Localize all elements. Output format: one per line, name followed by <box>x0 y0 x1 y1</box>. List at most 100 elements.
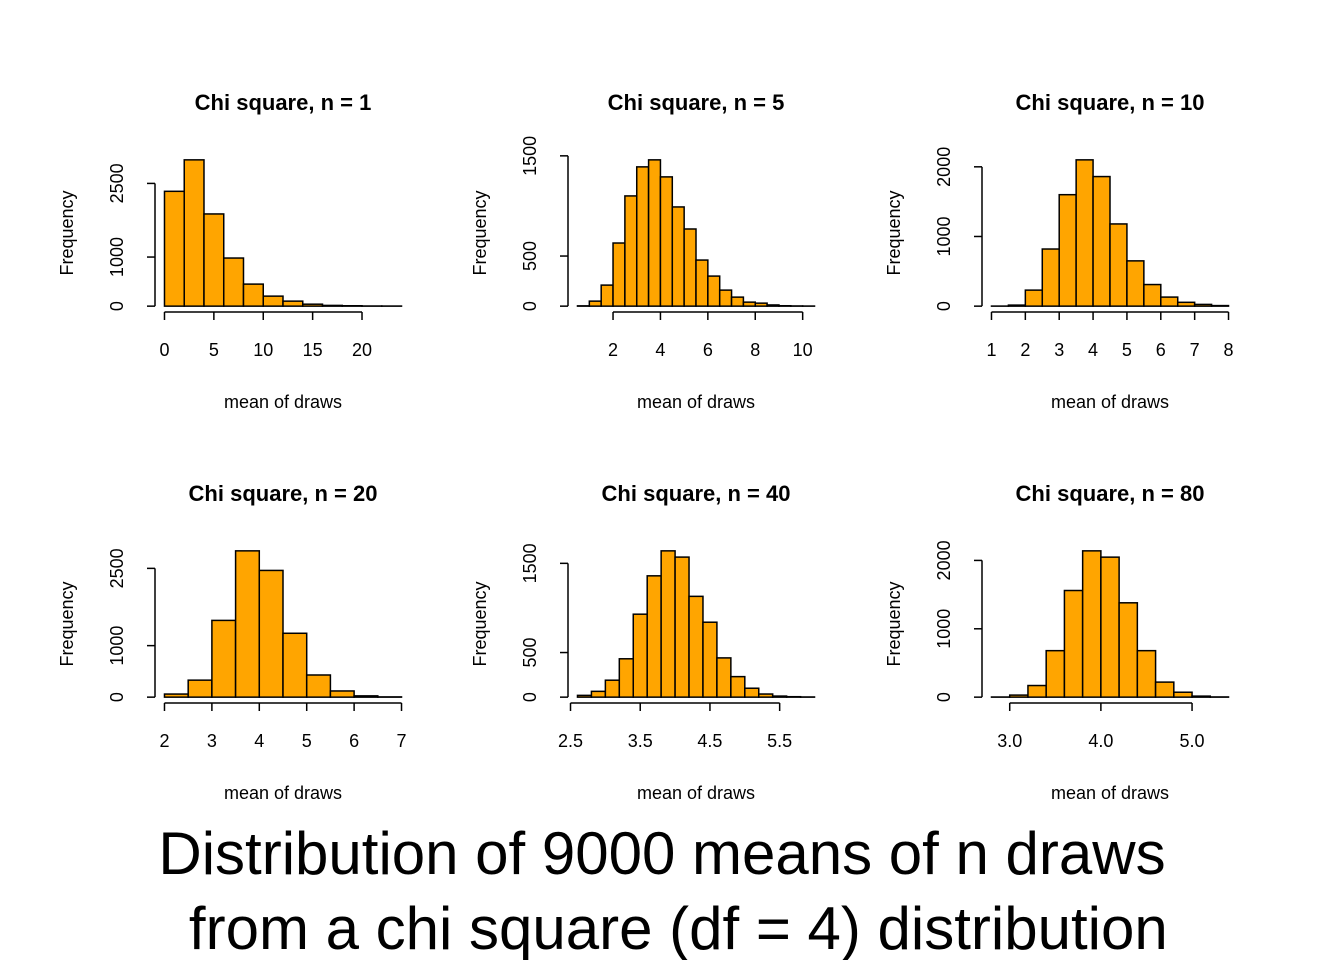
y-axis-label: Frequency <box>57 190 77 275</box>
x-tick-label: 15 <box>303 340 323 360</box>
bar <box>305 674 332 698</box>
bar <box>707 275 721 307</box>
x-tick-label: 2 <box>608 340 618 360</box>
bar <box>1118 602 1139 698</box>
x-tick-label: 3.0 <box>997 731 1022 751</box>
bar <box>1007 304 1027 307</box>
x-axis-label: mean of draws <box>637 392 755 412</box>
bar <box>647 159 662 307</box>
bar <box>1092 175 1111 307</box>
y-axis-label: Frequency <box>884 190 904 275</box>
bar <box>163 190 185 307</box>
y-tick-label: 2500 <box>107 163 127 203</box>
y-tick-label: 1000 <box>934 216 954 256</box>
bar <box>1176 301 1196 307</box>
x-tick-label: 2 <box>159 731 169 751</box>
bar <box>688 595 704 698</box>
x-tick-label: 4 <box>655 340 665 360</box>
panel: Chi square, n = 10 mean of draws Frequency… <box>884 90 1234 412</box>
bar <box>262 295 284 307</box>
x-axis-label: mean of draws <box>637 783 755 803</box>
bar <box>600 284 614 307</box>
bar <box>329 690 355 698</box>
bar <box>1154 681 1175 698</box>
bar <box>660 550 676 698</box>
x-tick-label: 5 <box>209 340 219 360</box>
bar <box>590 690 607 698</box>
bar <box>674 556 690 698</box>
x-tick-label: 10 <box>793 340 813 360</box>
panel-title: Chi square, n = 80 <box>1016 481 1205 506</box>
x-tick-label: 7 <box>397 731 407 751</box>
x-tick-label: 8 <box>750 340 760 360</box>
bar <box>695 259 709 307</box>
panel: Chi square, n = 80 mean of draws Frequency… <box>884 481 1230 803</box>
y-axis-label: Frequency <box>470 581 490 666</box>
panel-title: Chi square, n = 1 <box>195 90 372 115</box>
y-tick-label: 1000 <box>934 609 954 649</box>
bar <box>1136 649 1157 698</box>
y-tick-label: 0 <box>934 692 954 702</box>
x-tick-label: 5 <box>302 731 312 751</box>
x-tick-label: 2.5 <box>558 731 583 751</box>
x-tick-label: 2 <box>1020 340 1030 360</box>
bar <box>222 257 245 307</box>
figure-title: from a chi square (df = 4) distribution <box>172 895 1167 960</box>
bar <box>242 283 264 307</box>
x-tick-label: 3 <box>207 731 217 751</box>
y-tick-label: 0 <box>107 692 127 702</box>
y-tick-label: 0 <box>520 301 540 311</box>
bar <box>771 695 788 698</box>
y-axis-label: Frequency <box>470 190 490 275</box>
bar <box>1109 223 1128 307</box>
bar <box>754 302 768 307</box>
y-tick-label: 1000 <box>107 626 127 666</box>
bar <box>612 242 626 307</box>
panel: Chi square, n = 5 mean of draws Frequency 2… <box>470 90 816 412</box>
x-tick-label: 7 <box>1190 340 1200 360</box>
bar <box>1126 260 1145 307</box>
y-tick-label: 0 <box>520 692 540 702</box>
x-axis-label: mean of draws <box>1051 392 1169 412</box>
y-tick-label: 2500 <box>107 548 127 588</box>
bar <box>757 693 774 698</box>
bar <box>671 206 685 307</box>
bar <box>604 679 621 698</box>
bar <box>187 679 213 698</box>
x-tick-label: 10 <box>253 340 273 360</box>
bar <box>1041 248 1060 307</box>
x-tick-label: 1 <box>986 340 996 360</box>
bar <box>659 176 674 307</box>
bar <box>632 613 648 698</box>
bar <box>258 569 284 698</box>
y-tick-label: 0 <box>934 301 954 311</box>
bar <box>1081 550 1102 698</box>
y-tick-label: 500 <box>520 241 540 271</box>
bar <box>203 213 225 307</box>
bar <box>1075 159 1094 307</box>
x-tick-label: 4 <box>254 731 264 751</box>
y-tick-label: 1000 <box>107 237 127 277</box>
bar <box>1008 694 1029 698</box>
bar <box>702 621 718 698</box>
bar <box>1173 691 1193 698</box>
x-axis-label: mean of draws <box>224 783 342 803</box>
bar <box>744 687 760 698</box>
bar <box>624 195 638 307</box>
bar <box>588 300 602 307</box>
bar <box>718 289 733 307</box>
panel-title: Chi square, n = 20 <box>189 481 378 506</box>
x-tick-label: 3 <box>1054 340 1064 360</box>
bar <box>282 300 304 307</box>
y-tick-label: 0 <box>107 301 127 311</box>
bar <box>1045 649 1066 698</box>
panel: Chi square, n = 1 mean of draws Frequency 0… <box>57 90 403 412</box>
bar <box>1063 589 1084 698</box>
y-tick-label: 1500 <box>520 543 540 583</box>
x-tick-label: 4.5 <box>697 731 722 751</box>
bar <box>1191 695 1212 698</box>
x-tick-label: 4 <box>1088 340 1098 360</box>
bar <box>1058 193 1077 307</box>
panel: Chi square, n = 40 mean of draws Frequency… <box>470 481 816 803</box>
